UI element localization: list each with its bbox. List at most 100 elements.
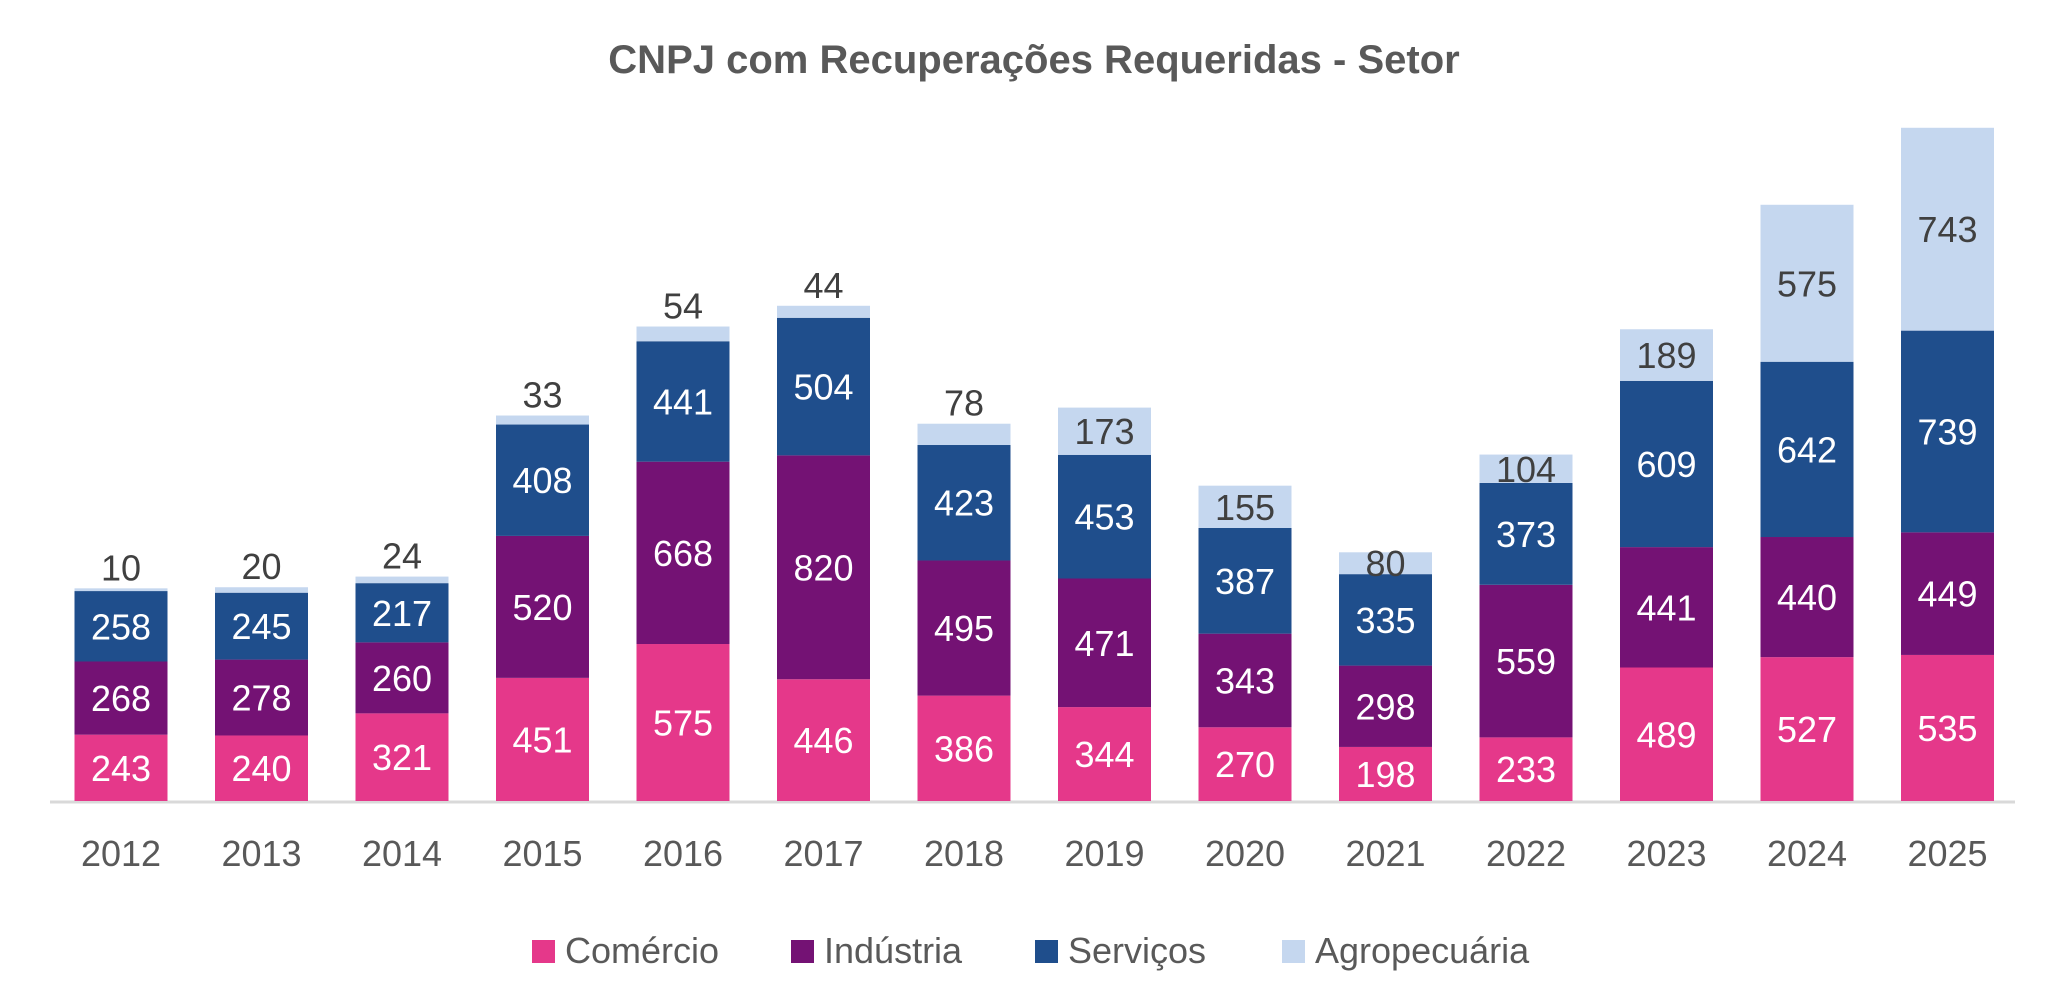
data-label: 343	[1215, 660, 1275, 701]
data-label: 609	[1636, 444, 1696, 485]
x-tick-label: 2015	[502, 833, 582, 874]
legend-item: Indústria	[791, 930, 962, 972]
bar-segment-agropecuária-2013	[215, 587, 308, 593]
bar-segment-indústria-2013	[215, 659, 308, 736]
data-label: 504	[793, 367, 853, 408]
data-label: 78	[944, 383, 984, 424]
bar-segment-serviços-2014	[355, 583, 449, 643]
bar-segment-indústria-2021	[1339, 665, 1432, 747]
legend-label: Comércio	[565, 930, 720, 971]
data-label: 373	[1496, 514, 1556, 555]
legend-item: Agropecuária	[1282, 930, 1529, 972]
bar-segment-serviços-2023	[1620, 380, 1713, 548]
data-label: 80	[1365, 543, 1405, 584]
data-label: 449	[1917, 574, 1977, 615]
data-label: 386	[934, 728, 994, 769]
bar-segment-comércio-2016	[636, 644, 730, 801]
data-label: 20	[241, 546, 281, 587]
data-label: 520	[512, 587, 572, 628]
legend-label: Serviços	[1068, 930, 1207, 971]
legend-label: Indústria	[824, 930, 963, 971]
x-tick-label: 2022	[1486, 833, 1566, 874]
bar-segment-comércio-2013	[215, 735, 308, 801]
bar-segment-indústria-2014	[355, 642, 449, 714]
bar-segment-serviços-2021	[1339, 574, 1432, 666]
data-label: 446	[793, 720, 853, 761]
bar-segment-comércio-2025	[1901, 654, 1994, 801]
data-label: 198	[1355, 754, 1415, 795]
data-label: 33	[522, 375, 562, 416]
data-label: 440	[1777, 577, 1837, 618]
x-tick-label: 2017	[783, 833, 863, 874]
bar-segment-serviços-2024	[1760, 361, 1854, 538]
bar-segment-comércio-2019	[1058, 707, 1151, 801]
data-label: 189	[1636, 335, 1696, 376]
bar-segment-agropecuária-2012	[74, 588, 168, 592]
x-tick-label: 2018	[924, 833, 1004, 874]
bar-segment-indústria-2020	[1198, 633, 1292, 728]
data-label: 451	[512, 719, 572, 760]
bar-segment-comércio-2015	[496, 677, 589, 801]
bar-segment-agropecuária-2020	[1198, 485, 1292, 528]
data-label: 642	[1777, 429, 1837, 470]
data-label: 489	[1636, 714, 1696, 755]
bar-segment-agropecuária-2015	[496, 415, 589, 425]
x-tick-label: 2023	[1626, 833, 1706, 874]
bar-segment-indústria-2019	[1058, 578, 1151, 708]
bar-segment-agropecuária-2022	[1479, 454, 1573, 483]
bar-segment-serviços-2022	[1479, 482, 1573, 585]
bar-segment-serviços-2012	[74, 591, 168, 662]
data-label: 233	[1496, 749, 1556, 790]
legend-swatch	[1035, 939, 1058, 963]
data-label: 743	[1917, 209, 1977, 250]
data-label: 335	[1355, 600, 1415, 641]
bar-segment-agropecuária-2023	[1620, 329, 1713, 381]
x-tick-label: 2012	[81, 833, 161, 874]
bar-segment-comércio-2020	[1198, 727, 1292, 801]
bar-segment-comércio-2022	[1479, 737, 1573, 801]
x-tick-label: 2016	[643, 833, 723, 874]
data-label: 258	[91, 606, 151, 647]
bar-segment-agropecuária-2016	[636, 326, 730, 342]
bar-segment-agropecuária-2018	[917, 423, 1011, 446]
x-tick-label: 2019	[1064, 833, 1144, 874]
x-tick-label: 2025	[1907, 833, 1987, 874]
bar-segment-comércio-2017	[777, 679, 870, 801]
legend-swatch	[532, 939, 555, 963]
data-label: 471	[1074, 623, 1134, 664]
bar-segment-indústria-2012	[74, 661, 168, 735]
data-label: 10	[101, 547, 141, 588]
data-label: 575	[1777, 263, 1837, 304]
data-label: 387	[1215, 561, 1275, 602]
bar-segment-agropecuária-2021	[1339, 552, 1432, 575]
x-tick-label: 2020	[1205, 833, 1285, 874]
data-label: 270	[1215, 744, 1275, 785]
bar-segment-comércio-2021	[1339, 746, 1432, 801]
bar-segment-comércio-2014	[355, 713, 449, 801]
data-label: 54	[663, 286, 703, 327]
legend-label: Agropecuária	[1315, 930, 1530, 971]
bar-segment-serviços-2018	[917, 445, 1011, 561]
data-label: 268	[91, 678, 151, 719]
data-label: 155	[1215, 487, 1275, 528]
legend-item: Comércio	[532, 930, 719, 972]
data-label: 104	[1496, 449, 1556, 490]
data-label: 559	[1496, 641, 1556, 682]
legend-item: Serviços	[1035, 930, 1206, 972]
bar-segment-indústria-2015	[496, 535, 589, 678]
bar-segment-comércio-2012	[74, 734, 168, 801]
data-label: 173	[1074, 411, 1134, 452]
data-label: 820	[793, 547, 853, 588]
bar-segment-comércio-2024	[1760, 657, 1854, 801]
legend-swatch	[791, 939, 814, 963]
bar-segment-comércio-2023	[1620, 667, 1713, 801]
bar-segment-indústria-2024	[1760, 537, 1854, 658]
data-label: 441	[1636, 587, 1696, 628]
x-tick-label: 2013	[221, 833, 301, 874]
bar-segment-agropecuária-2017	[777, 305, 870, 318]
x-tick-label: 2014	[362, 833, 442, 874]
bar-segment-serviços-2020	[1198, 528, 1292, 634]
bar-segment-agropecuária-2025	[1901, 127, 1994, 331]
legend: Comércio Indústria Serviços Agropecuária	[0, 930, 2068, 976]
